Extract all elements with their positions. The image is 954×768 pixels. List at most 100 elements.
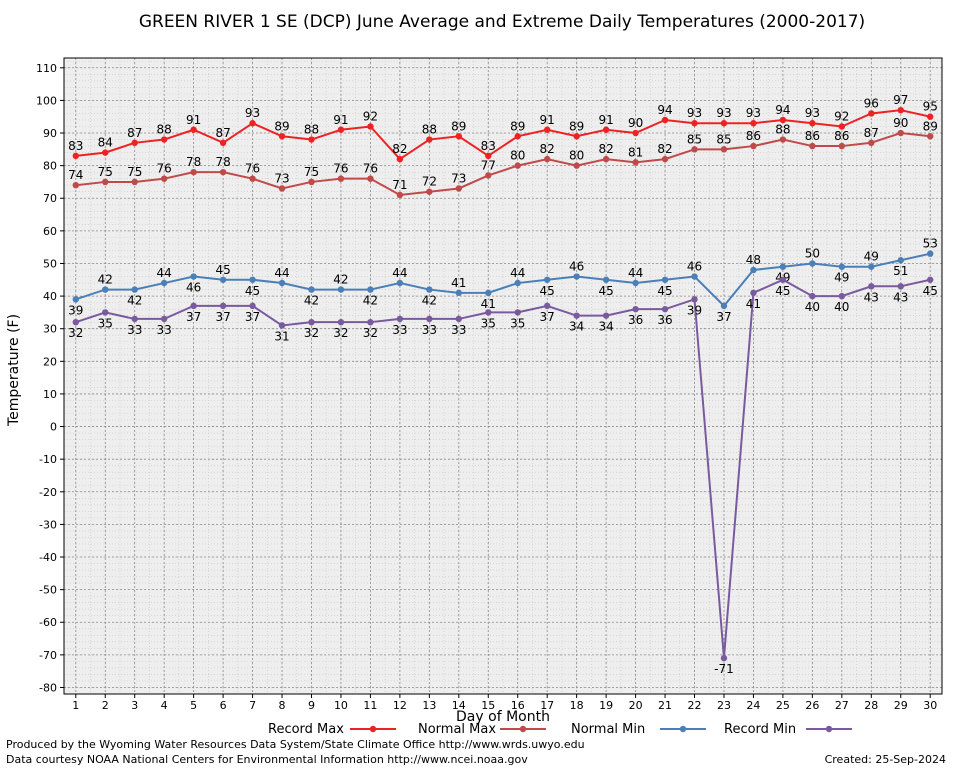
normal-min-data-label: 42 — [304, 294, 319, 308]
normal-min-data-label: 45 — [215, 263, 230, 277]
record-min-data-label: 45 — [775, 284, 790, 298]
normal-max-point — [131, 178, 138, 186]
x-tick-label: 18 — [570, 699, 584, 712]
record-max-data-label: 82 — [392, 142, 407, 156]
record-max-point — [750, 120, 757, 127]
record-max-point — [543, 126, 551, 133]
y-tick-label: -20 — [39, 486, 57, 499]
y-tick-label: -30 — [39, 518, 57, 531]
record-max-data-label: 89 — [510, 119, 525, 133]
normal-max-point — [190, 168, 197, 176]
record-max-point — [720, 120, 728, 127]
record-max-point — [602, 126, 610, 133]
record-min-data-label: 33 — [422, 323, 437, 337]
normal-min-point — [72, 296, 79, 303]
record-min-data-label: 32 — [304, 326, 319, 340]
record-min-point — [573, 312, 580, 319]
record-min-point — [337, 318, 345, 326]
record-max-data-label: 93 — [245, 106, 260, 120]
x-tick-label: 27 — [835, 699, 849, 712]
y-tick-label: -60 — [39, 616, 57, 629]
x-tick-label: 24 — [746, 699, 760, 712]
record-min-data-label: 32 — [333, 326, 348, 340]
record-max-data-label: 92 — [834, 109, 849, 123]
legend-label-normal-min: Normal Min — [571, 722, 645, 737]
record-max-data-label: 90 — [628, 116, 643, 130]
normal-min-data-label: 44 — [274, 266, 289, 280]
record-max-point — [868, 110, 875, 117]
record-min-point — [278, 322, 286, 329]
normal-max-data-label: 78 — [186, 155, 201, 169]
record-max-data-label: 94 — [657, 103, 672, 117]
normal-min-data-label: 45 — [598, 284, 613, 298]
y-tick-label: -40 — [39, 551, 57, 564]
normal-min-point — [337, 286, 345, 293]
normal-min-point — [897, 257, 904, 264]
x-tick-label: 7 — [249, 699, 256, 712]
normal-max-point — [485, 172, 492, 179]
record-max-point — [131, 139, 138, 146]
y-tick-label: -80 — [39, 681, 57, 694]
legend-label-normal-max: Normal Max — [418, 722, 496, 737]
normal-max-data-label: 86 — [805, 129, 820, 143]
legend: Record Max Normal Max Normal Min Record Min — [268, 722, 852, 737]
x-tick-label: 14 — [452, 699, 466, 712]
y-axis-label: Temperature (F) — [6, 314, 22, 427]
normal-max-data-label: 82 — [598, 142, 613, 156]
record-max-point — [308, 136, 315, 143]
record-max-point — [367, 123, 374, 130]
plot-area: -80 -70 -60 -50 -40 -30 -20 -10 0 10 20 30 40 50 60 70 8… — [36, 57, 943, 712]
record-min-point — [632, 305, 639, 313]
record-min-data-label: 41 — [746, 297, 761, 311]
record-min-data-label: 36 — [628, 313, 643, 327]
record-min-point — [72, 318, 79, 326]
record-min-point — [160, 315, 168, 323]
normal-max-point — [573, 162, 580, 169]
record-min-data-label: 35 — [98, 316, 113, 330]
record-min-data-label: 32 — [68, 326, 83, 340]
record-max-data-label: 96 — [864, 96, 879, 110]
normal-min-point — [779, 263, 787, 270]
x-tick-label: 9 — [308, 699, 315, 712]
normal-min-point — [190, 273, 197, 280]
normal-min-data-label: 44 — [157, 266, 172, 280]
y-tick-label: 70 — [43, 192, 57, 205]
record-max-data-label: 88 — [304, 123, 319, 137]
normal-min-point — [131, 286, 138, 293]
legend-swatch-marker-normal-min — [679, 725, 687, 733]
record-min-data-label: 36 — [657, 313, 672, 327]
record-min-point — [750, 289, 757, 297]
x-tick-label: 13 — [422, 699, 436, 712]
normal-max-point — [514, 162, 521, 169]
record-max-point — [927, 113, 934, 120]
record-min-point — [838, 292, 846, 300]
record-min-point — [868, 283, 875, 290]
normal-max-point — [308, 178, 315, 186]
plot-border — [63, 57, 943, 695]
normal-max-data-label: 77 — [481, 158, 496, 172]
record-min-data-label: 33 — [127, 323, 142, 337]
normal-min-data-label: 50 — [805, 246, 820, 260]
x-tick-label: 29 — [894, 699, 908, 712]
record-max-point — [72, 152, 79, 160]
normal-min-data-label: 45 — [245, 284, 260, 298]
normal-max-point — [160, 175, 168, 182]
normal-max-data-label: 75 — [304, 165, 319, 179]
normal-max-data-label: 80 — [510, 149, 525, 163]
record-max-point — [219, 139, 227, 146]
normal-min-data-label: 53 — [923, 237, 938, 251]
record-min-point — [514, 309, 521, 316]
normal-min-data-label: 49 — [834, 271, 849, 285]
normal-min-point — [661, 276, 669, 283]
record-min-data-label: 43 — [864, 290, 879, 304]
normal-max-point — [278, 185, 286, 192]
record-max-data-label: 94 — [775, 103, 790, 117]
x-tick-label: 8 — [279, 699, 286, 712]
normal-min-point — [249, 276, 256, 283]
record-max-point — [455, 133, 463, 140]
y-tick-label: 20 — [43, 355, 57, 368]
x-tick-label: 2 — [102, 699, 109, 712]
normal-min-data-label: 39 — [68, 303, 83, 317]
record-max-point — [396, 155, 404, 163]
